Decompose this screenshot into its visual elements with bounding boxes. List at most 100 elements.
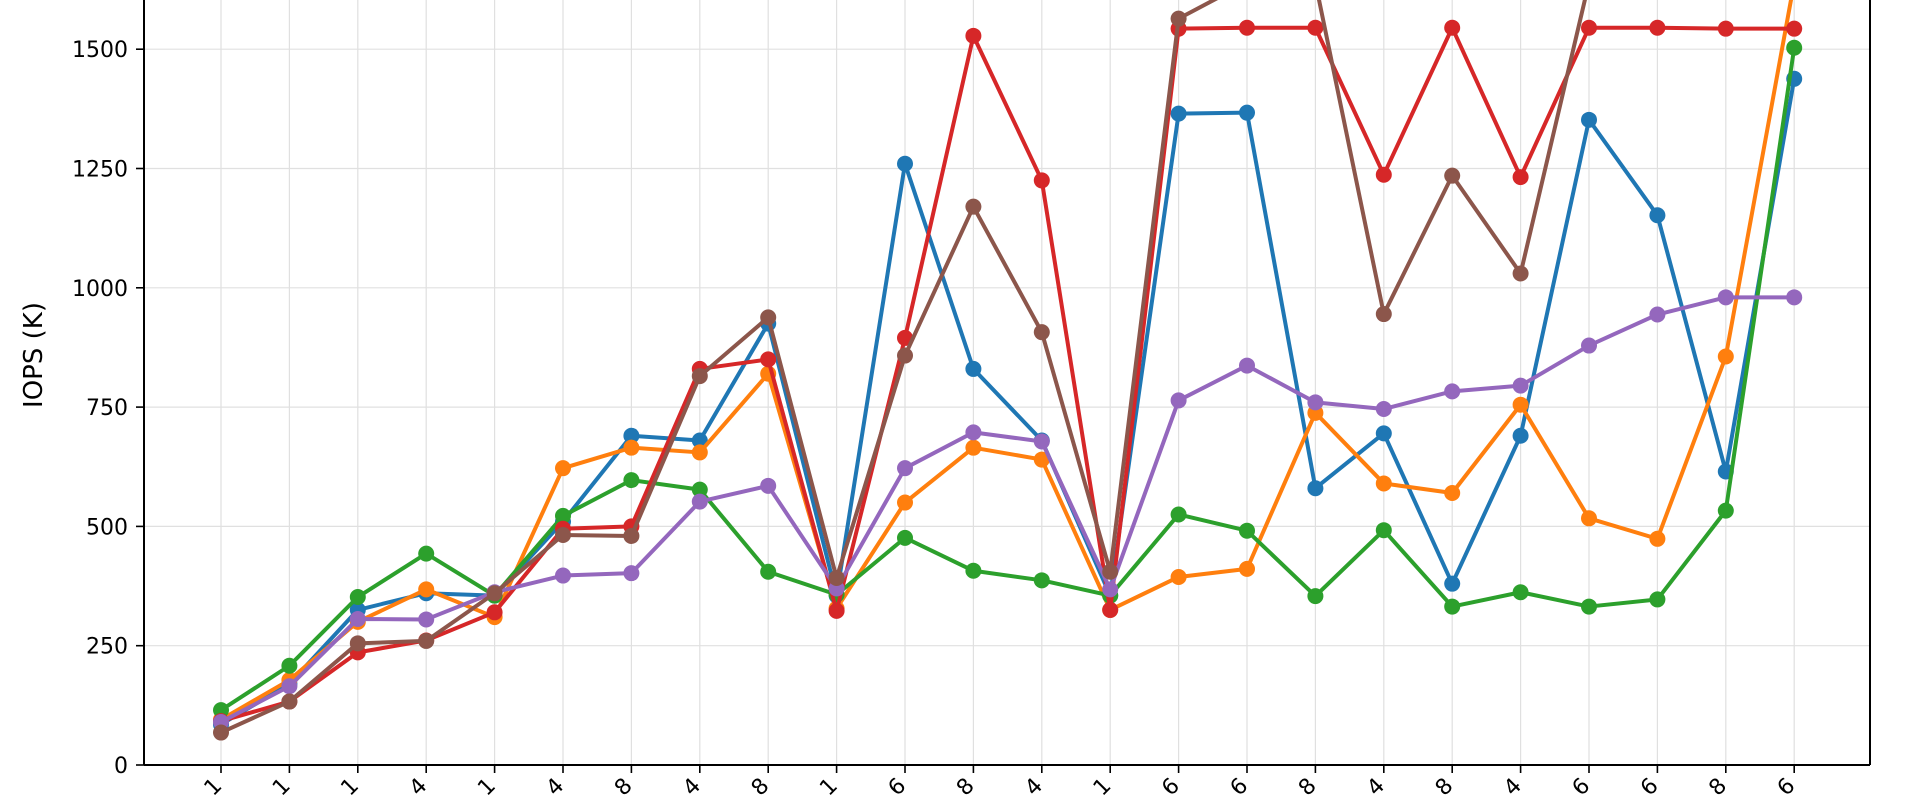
- series-line: [219, 47, 1797, 712]
- grid-lines: [144, 0, 1870, 766]
- data-point: [965, 439, 982, 456]
- series-line: [219, 0, 1794, 722]
- data-point: [691, 432, 708, 449]
- x-axis-ticks: 1 1 1 4 1 4 8 4 8 1 6 8 4 1 6 6 8 4 8 4 6 6 8 6: [200, 765, 1800, 800]
- data-point: [486, 585, 503, 602]
- x-tick-label: 1: [200, 774, 228, 800]
- data-point: [281, 693, 298, 710]
- data-point: [897, 155, 913, 172]
- data-point: [1717, 20, 1734, 37]
- y-tick-label: 0: [114, 754, 128, 779]
- data-point: [1649, 306, 1666, 323]
- y-axis-ticks: 0 250 500 750 1000 1250 1500: [72, 38, 144, 779]
- data-point: [418, 632, 435, 649]
- data-point: [623, 472, 640, 489]
- y-tick-label: 1000: [72, 277, 128, 302]
- data-point: [418, 581, 435, 598]
- x-tick-label: 8: [952, 774, 980, 800]
- x-tick-label: 1: [1089, 774, 1117, 800]
- data-point: [1444, 19, 1461, 36]
- data-point: [1444, 484, 1461, 501]
- x-tick-label: 1: [336, 774, 364, 800]
- series-line: [220, 295, 1795, 724]
- data-point: [623, 565, 640, 582]
- data-point: [1444, 598, 1461, 615]
- data-point: [1307, 19, 1324, 36]
- data-point: [1649, 207, 1666, 224]
- data-point: [1512, 584, 1529, 601]
- y-axis-label: IOPS (K): [19, 302, 49, 408]
- data-point: [1512, 377, 1529, 394]
- y-tick-label: 500: [86, 515, 128, 540]
- data-point: [1307, 588, 1324, 605]
- data-point: [897, 329, 913, 346]
- data-point: [623, 527, 640, 544]
- data-point: [965, 360, 982, 377]
- data-point: [760, 563, 777, 580]
- data-point: [213, 724, 229, 741]
- series-4: [213, 19, 1803, 730]
- data-point: [1512, 396, 1529, 413]
- data-point: [1033, 324, 1050, 341]
- data-point: [418, 611, 435, 628]
- data-point: [1239, 522, 1255, 539]
- series-3: [213, 39, 1803, 719]
- x-tick-label: 6: [1636, 774, 1664, 800]
- data-point: [1649, 530, 1666, 547]
- data-point: [1786, 289, 1803, 306]
- data-point: [1375, 306, 1392, 323]
- data-point: [1581, 598, 1597, 615]
- data-point: [623, 439, 640, 456]
- data-point: [1033, 172, 1050, 189]
- data-point: [691, 481, 708, 498]
- data-point: [691, 368, 708, 385]
- data-point: [691, 493, 708, 510]
- data-point: [1102, 601, 1119, 618]
- data-point: [1717, 502, 1734, 519]
- x-tick-label: 4: [542, 774, 570, 800]
- data-point: [349, 589, 366, 606]
- data-point: [1444, 167, 1461, 184]
- x-tick-label: 1: [268, 774, 296, 800]
- x-tick-label: 8: [1431, 774, 1459, 800]
- data-point: [965, 27, 982, 44]
- x-tick-label: 1: [473, 774, 501, 800]
- data-point: [1170, 105, 1187, 122]
- data-point: [1239, 19, 1255, 36]
- y-tick-label: 750: [86, 396, 128, 421]
- data-point: [1170, 506, 1187, 523]
- data-point: [1649, 19, 1666, 36]
- data-point: [760, 309, 777, 326]
- data-point: [555, 460, 571, 477]
- data-point: [1786, 39, 1803, 56]
- data-point: [555, 567, 571, 584]
- y-tick-label: 1500: [72, 38, 128, 63]
- x-tick-label: 8: [747, 774, 775, 800]
- data-point: [1239, 560, 1255, 577]
- data-point: [1581, 19, 1597, 36]
- data-point: [349, 635, 366, 652]
- data-point: [1170, 10, 1187, 27]
- data-point: [828, 569, 845, 586]
- data-point: [965, 424, 982, 441]
- x-tick-label: 4: [1499, 774, 1527, 800]
- data-point: [1375, 425, 1392, 442]
- series-5: [213, 289, 1803, 731]
- data-point: [1581, 510, 1597, 527]
- x-tick-label: 6: [1157, 774, 1185, 800]
- data-point: [1170, 392, 1187, 409]
- x-tick-label: 8: [610, 774, 638, 800]
- series-line: [220, 25, 1795, 724]
- series-1: [213, 70, 1803, 733]
- data-point: [1307, 394, 1324, 411]
- x-tick-label: 6: [1226, 774, 1254, 800]
- data-point: [1717, 289, 1734, 306]
- data-point: [1102, 563, 1119, 580]
- x-tick-label: 4: [678, 774, 706, 800]
- data-point: [760, 477, 777, 494]
- data-point: [1102, 581, 1119, 598]
- data-point: [1307, 480, 1324, 497]
- y-tick-label: 1250: [72, 158, 128, 183]
- y-tick-label: 250: [86, 635, 128, 660]
- x-tick-label: 1: [815, 774, 843, 800]
